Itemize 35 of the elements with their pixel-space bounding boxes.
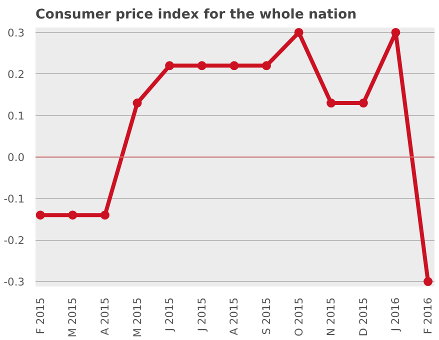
chart-title: Consumer price index for the whole nation — [36, 8, 357, 22]
point — [391, 28, 400, 37]
x-tick-label: J 2015 — [195, 297, 208, 332]
y-tick-label: 0.0 — [8, 151, 25, 164]
point — [100, 210, 110, 220]
x-tick-label: J 2015 — [163, 297, 176, 332]
x-tick-label: S 2015 — [260, 297, 273, 335]
point — [36, 210, 45, 220]
point — [68, 210, 78, 220]
x-tick-label: F 2016 — [422, 297, 435, 334]
x-tick-label: O 2015 — [292, 297, 306, 336]
y-tick-label: 0.2 — [8, 68, 25, 81]
y-tick-label: 0.1 — [8, 109, 25, 122]
x-tick-label: F 2015 — [34, 297, 47, 334]
point — [294, 28, 304, 37]
point — [424, 277, 433, 286]
point — [230, 61, 239, 70]
x-tick-label: J 2016 — [389, 297, 402, 332]
x-tick-label: A 2015 — [228, 298, 241, 336]
x-tick-label: N 2015 — [324, 297, 338, 336]
point — [197, 61, 206, 70]
y-tick-label: -0.3 — [4, 276, 25, 289]
y-tick-label: 0.3 — [8, 26, 25, 40]
point — [165, 61, 174, 70]
x-tick-label: D 2015 — [356, 297, 370, 336]
point — [326, 98, 336, 108]
point — [358, 98, 368, 108]
point — [262, 61, 271, 70]
x-tick-label: M 2015 — [130, 298, 144, 338]
x-tick-label: M 2015 — [66, 298, 80, 338]
line-series — [36, 28, 433, 286]
y-tick-label: -0.2 — [4, 234, 25, 248]
x-tick-label: A 2015 — [98, 298, 112, 336]
y-tick-label: -0.1 — [4, 192, 25, 206]
point — [132, 98, 142, 108]
